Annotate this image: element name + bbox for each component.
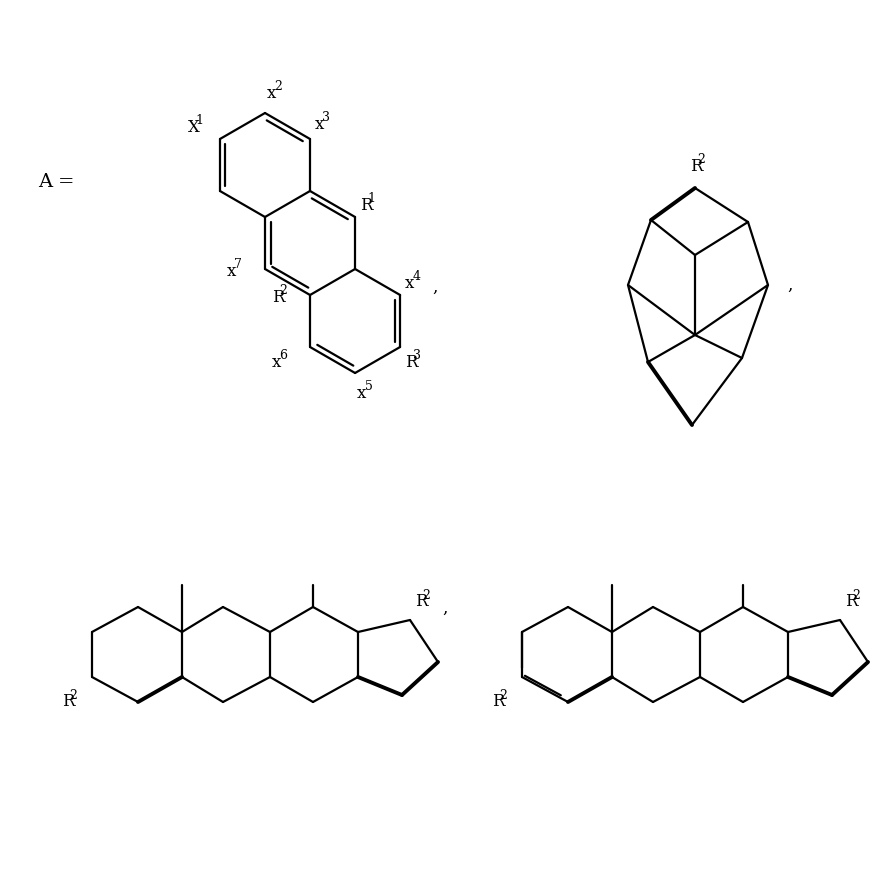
- Text: ,: ,: [788, 276, 793, 293]
- Text: 2: 2: [70, 689, 78, 702]
- Text: x: x: [267, 84, 277, 102]
- Text: 1: 1: [195, 114, 203, 127]
- Text: 3: 3: [323, 111, 330, 124]
- Text: R: R: [360, 197, 373, 214]
- Text: R: R: [492, 694, 505, 711]
- Text: R: R: [690, 158, 703, 175]
- Text: 1: 1: [368, 192, 376, 205]
- Text: x: x: [315, 115, 325, 133]
- Text: x: x: [405, 275, 415, 291]
- Text: 2: 2: [500, 689, 508, 702]
- Text: R: R: [62, 694, 75, 711]
- Text: A: A: [38, 173, 52, 191]
- Text: 3: 3: [412, 349, 420, 361]
- Text: 7: 7: [235, 258, 243, 271]
- Text: x: x: [227, 262, 236, 279]
- Text: 6: 6: [279, 349, 287, 361]
- Text: X: X: [188, 119, 200, 136]
- Text: 2: 2: [423, 589, 430, 602]
- Text: 2: 2: [853, 589, 860, 602]
- Text: 2: 2: [279, 284, 287, 297]
- Text: R: R: [845, 594, 857, 610]
- Text: R: R: [415, 594, 427, 610]
- Text: x: x: [357, 385, 367, 401]
- Text: R: R: [405, 354, 417, 370]
- Text: ,: ,: [433, 278, 438, 296]
- Text: =: =: [58, 173, 75, 191]
- Text: ,: ,: [442, 600, 448, 617]
- Text: 5: 5: [365, 380, 372, 392]
- Text: R: R: [272, 289, 285, 306]
- Text: 2: 2: [275, 80, 282, 93]
- Text: 2: 2: [698, 153, 706, 166]
- Text: 4: 4: [412, 270, 420, 283]
- Text: x: x: [272, 354, 281, 370]
